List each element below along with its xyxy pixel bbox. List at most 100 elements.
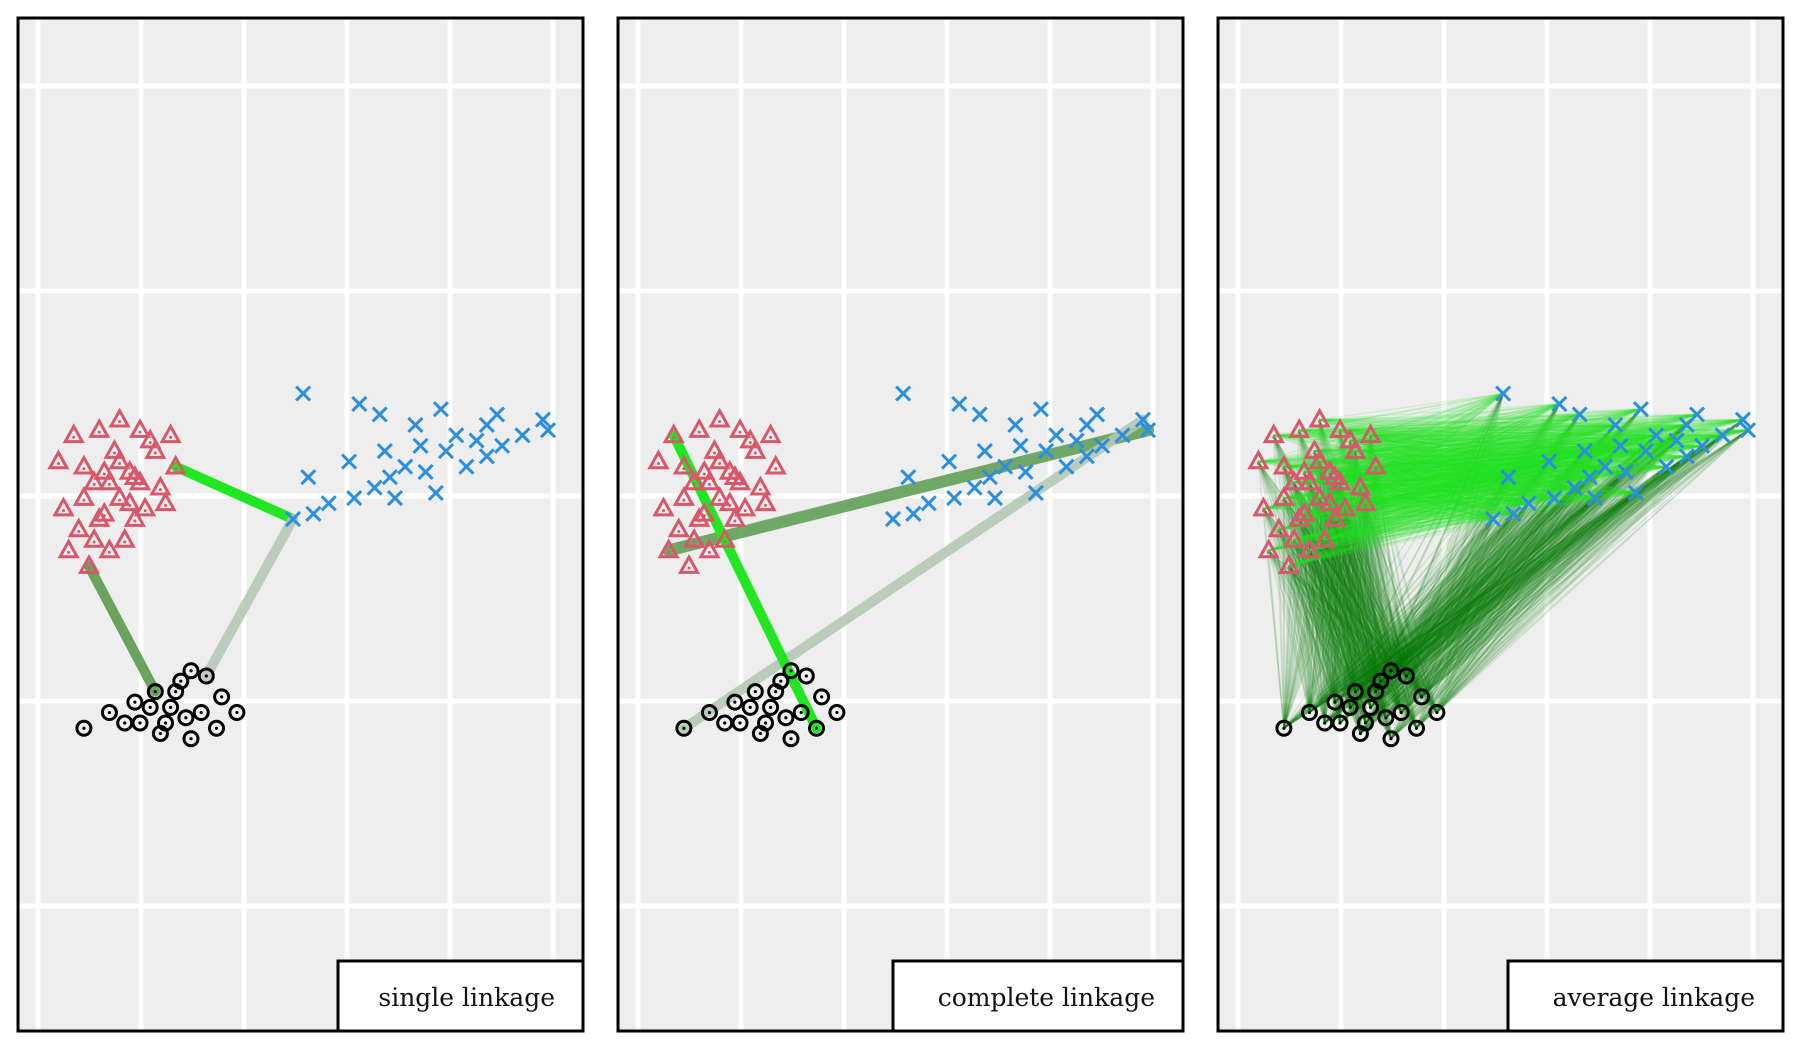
circle-point-dot	[753, 690, 757, 694]
link-x-circle	[1323, 476, 1510, 724]
x-point	[946, 490, 963, 507]
x-point	[432, 401, 449, 418]
link-triangle-x	[1308, 445, 1622, 552]
panel-average-linkage: average linkage	[1216, 16, 1785, 1033]
link-x-circle	[1436, 486, 1576, 714]
link-triangle-circle	[1278, 528, 1387, 719]
link-x-circle	[1374, 429, 1749, 693]
link-triangle-x	[1267, 403, 1561, 552]
grid-lines	[618, 18, 1183, 1031]
link-triangle-x	[1359, 413, 1698, 489]
link-triangle-x	[1329, 392, 1504, 473]
link-triangle-x	[1354, 450, 1576, 489]
link-triangle-circle	[1283, 465, 1351, 709]
link-x-circle	[1405, 460, 1550, 677]
link-triangle-circle	[1262, 507, 1336, 703]
link-triangle-x	[1344, 445, 1622, 510]
link-triangle-x	[1293, 497, 1555, 541]
link-triangle-x	[1298, 429, 1530, 505]
link-triangle-x	[1308, 502, 1530, 552]
link-triangle-x	[1267, 497, 1596, 552]
triangle-point-dot	[1358, 488, 1362, 492]
link-triangle-circle	[1329, 502, 1387, 719]
x-point	[346, 490, 363, 507]
link-x-circle	[1283, 497, 1555, 729]
link-triangle-x	[1318, 450, 1647, 499]
link-x-circle	[1334, 486, 1576, 703]
link-x-circle	[1374, 518, 1494, 693]
link-x-circle	[1405, 518, 1494, 677]
link-triangle-x	[1293, 445, 1703, 541]
triangle-point-dot	[1292, 540, 1296, 544]
circle-point	[782, 730, 800, 748]
link-triangle-x	[1318, 424, 1688, 499]
link-triangle-x	[1293, 481, 1555, 499]
link-triangle-circle	[1308, 539, 1326, 714]
link-triangle-circle	[1308, 549, 1387, 719]
link-triangle-circle	[1318, 460, 1362, 735]
triangle-point-dot	[1364, 503, 1367, 507]
link-x-circle	[1364, 476, 1510, 724]
link-triangle-x	[1318, 460, 1550, 499]
link-triangle-circle	[1339, 429, 1438, 714]
link-triangle-circle	[1283, 465, 1408, 677]
link-triangle-x	[1293, 481, 1596, 499]
link-triangle-x	[1318, 418, 1606, 468]
link-triangle-x	[1288, 445, 1622, 567]
link-triangle-x	[1308, 434, 1724, 552]
triangle-point-dot	[723, 540, 727, 544]
link-x-circle	[1364, 460, 1550, 724]
link-triangle-circle	[1308, 450, 1316, 714]
link-x-circle	[1380, 471, 1627, 682]
link-x-circle	[1390, 424, 1688, 740]
link-triangle-x	[1374, 465, 1510, 478]
link-triangle-x	[1318, 434, 1724, 499]
link-x-circle	[1415, 445, 1622, 729]
link-x-circle	[1354, 492, 1637, 693]
link-triangle-circle	[1313, 450, 1438, 714]
x-point	[341, 453, 358, 470]
link-triangle-circle	[1349, 502, 1367, 709]
x-stroke	[381, 469, 398, 486]
link-x-circle	[1400, 403, 1561, 714]
link-triangle-x	[1344, 434, 1724, 510]
link-x-circle	[1349, 450, 1647, 709]
link-triangle-circle	[1272, 434, 1336, 703]
link-triangle-x	[1329, 413, 1698, 473]
triangle-point	[88, 418, 111, 438]
link-triangle-circle	[1303, 471, 1392, 740]
x-point	[468, 432, 485, 449]
link-triangle-circle	[1257, 460, 1357, 693]
link-x-circle	[1354, 497, 1596, 693]
link-x-circle	[1415, 486, 1576, 729]
link-triangle-circle	[1283, 465, 1357, 693]
link-triangle-x	[1364, 465, 1606, 505]
link-triangle-x	[1364, 434, 1657, 505]
link-triangle-circle	[1339, 429, 1382, 682]
triangle-point-dot	[62, 509, 65, 513]
link-triangle-x	[1349, 439, 1668, 468]
link-triangle-circle	[1272, 434, 1311, 714]
link-x-circle	[1415, 476, 1591, 729]
circle-point-dot	[799, 710, 803, 715]
link-triangle-x	[1298, 429, 1668, 468]
link-triangle-circle	[1359, 486, 1423, 698]
link-triangle-x	[1318, 418, 1688, 426]
link-x-circle	[1390, 476, 1510, 672]
link-triangle-x	[1303, 502, 1530, 515]
triangle-point	[739, 428, 762, 449]
link-triangle-x	[1267, 445, 1703, 552]
link-triangle-circle	[1334, 518, 1408, 677]
link-triangle-circle	[1298, 518, 1357, 693]
triangle-point	[154, 491, 177, 512]
link-triangle-circle	[1283, 460, 1321, 729]
link-x-circle	[1385, 424, 1617, 719]
link-triangle-circle	[1354, 450, 1408, 677]
circle-point	[167, 683, 185, 701]
link-triangle-x	[1364, 408, 1642, 505]
link-triangle-x	[1318, 455, 1688, 499]
link-x-circle	[1420, 413, 1698, 698]
link-triangle-circle	[1267, 549, 1311, 714]
link-triangle-circle	[1288, 565, 1438, 714]
linkage-lines	[84, 461, 298, 697]
